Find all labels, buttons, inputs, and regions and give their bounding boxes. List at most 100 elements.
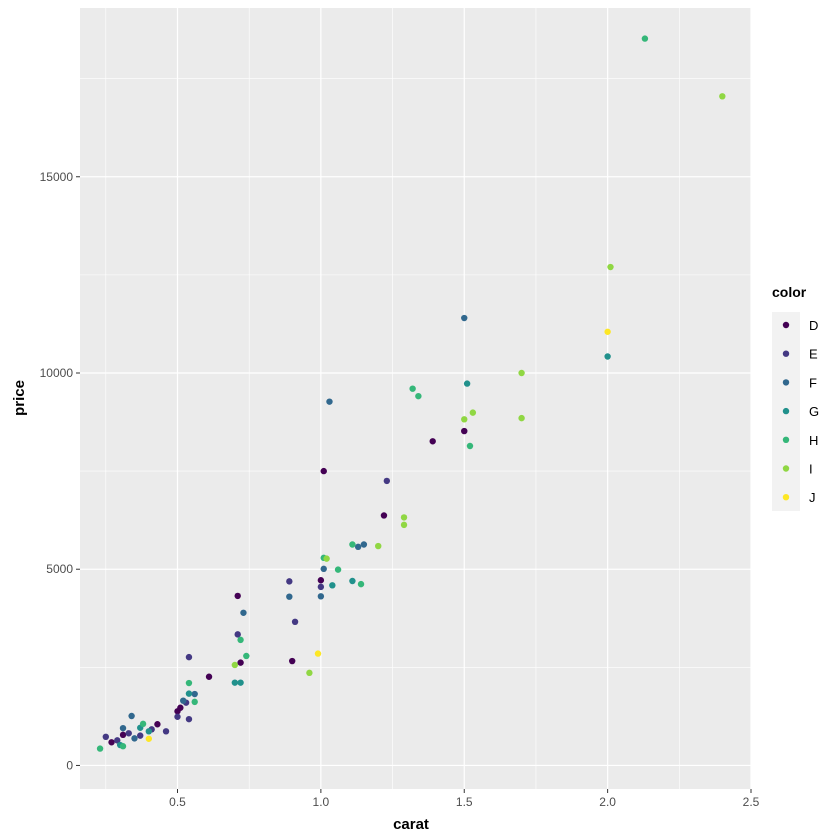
- data-point-E: [286, 578, 293, 585]
- data-point-H: [349, 541, 356, 548]
- data-point-D: [380, 512, 388, 519]
- data-point-F: [128, 712, 135, 720]
- data-point-E: [185, 653, 193, 661]
- data-point-D: [234, 592, 241, 600]
- data-point-G: [329, 582, 336, 589]
- data-point-G: [237, 679, 244, 686]
- data-point-F: [191, 690, 198, 698]
- data-point-D: [177, 704, 184, 711]
- data-point-D: [288, 657, 296, 665]
- data-point-F: [131, 735, 138, 742]
- data-point-H: [641, 35, 649, 42]
- data-point-H: [237, 636, 244, 644]
- data-point-E: [317, 583, 325, 591]
- x-tick-label: 0.5: [169, 795, 186, 809]
- plot-panel: [80, 8, 751, 789]
- data-point-E: [162, 728, 170, 735]
- data-point-F: [354, 543, 362, 551]
- y-tick-label: 0: [66, 758, 73, 772]
- data-point-H: [415, 392, 422, 400]
- data-point-G: [145, 728, 153, 735]
- data-point-I: [306, 669, 313, 677]
- data-point-G: [231, 679, 239, 686]
- data-point-H: [466, 442, 474, 450]
- data-point-I: [607, 263, 614, 271]
- data-point-F: [286, 593, 293, 600]
- y-tick-label: 5000: [46, 562, 73, 576]
- y-tick-label: 10000: [40, 366, 74, 380]
- axes: 0.5 1.0 1.5 2.0 2.5 0 5000 10000 15000: [40, 170, 760, 809]
- legend-key-G: [782, 407, 790, 415]
- data-point-I: [375, 542, 382, 550]
- x-tick-label: 1.5: [456, 795, 473, 809]
- y-tick-label: 15000: [40, 170, 74, 184]
- legend-label-D: D: [809, 318, 818, 333]
- data-point-I: [719, 93, 726, 100]
- data-point-D: [108, 739, 115, 746]
- legend-key-I: [782, 465, 790, 472]
- data-point-E: [291, 618, 299, 626]
- data-point-F: [240, 609, 247, 616]
- data-points: [96, 35, 726, 752]
- data-point-E: [102, 733, 110, 741]
- data-point-D: [205, 673, 213, 680]
- grid-lines: [80, 8, 752, 789]
- legend-label-G: G: [809, 404, 819, 419]
- legend-label-F: F: [809, 375, 817, 390]
- legend-label-I: I: [809, 462, 813, 477]
- legend-title: color: [772, 284, 807, 300]
- data-point-H: [334, 566, 342, 573]
- legend-label-H: H: [809, 433, 818, 448]
- data-point-G: [463, 380, 471, 387]
- data-point-H: [357, 580, 365, 588]
- data-point-F: [461, 314, 468, 322]
- data-point-H: [139, 720, 147, 728]
- data-point-J: [314, 650, 322, 657]
- data-point-F: [326, 398, 333, 405]
- y-axis-title: price: [11, 380, 28, 416]
- data-point-E: [383, 477, 391, 485]
- legend-key-E: [782, 350, 790, 357]
- legend-key-H: [782, 436, 790, 443]
- data-point-I: [231, 661, 239, 669]
- data-point-D: [320, 467, 327, 475]
- data-point-G: [185, 690, 193, 697]
- data-point-H: [191, 698, 198, 706]
- data-point-G: [349, 577, 356, 585]
- data-point-D: [119, 731, 127, 739]
- data-point-F: [317, 593, 325, 600]
- data-point-H: [96, 745, 104, 752]
- data-point-D: [317, 577, 325, 584]
- data-point-D: [429, 438, 436, 445]
- data-point-I: [518, 414, 525, 422]
- data-point-D: [154, 721, 161, 728]
- x-axis-title: carat: [393, 816, 429, 833]
- data-point-H: [119, 743, 127, 750]
- data-point-D: [237, 659, 244, 666]
- data-point-I: [518, 369, 525, 377]
- data-point-F: [360, 541, 368, 548]
- data-point-E: [125, 730, 132, 737]
- x-tick-label: 2.5: [743, 795, 760, 809]
- x-tick-label: 2.0: [599, 795, 616, 809]
- data-point-J: [604, 328, 611, 335]
- data-point-J: [145, 735, 153, 742]
- legend-key-D: [782, 321, 790, 329]
- data-point-F: [320, 565, 327, 573]
- data-point-E: [174, 713, 181, 720]
- data-point-F: [180, 697, 187, 704]
- data-point-H: [409, 385, 416, 392]
- data-point-G: [604, 353, 611, 360]
- data-point-I: [400, 514, 408, 521]
- data-point-E: [234, 631, 241, 638]
- legend-key-J: [782, 494, 790, 501]
- data-point-H: [243, 652, 250, 660]
- legend-label-E: E: [809, 347, 818, 362]
- data-point-H: [185, 679, 193, 687]
- legend-key-F: [782, 379, 790, 386]
- data-point-I: [400, 521, 408, 529]
- data-point-E: [114, 737, 121, 744]
- data-point-E: [185, 715, 193, 723]
- data-point-D: [461, 427, 468, 435]
